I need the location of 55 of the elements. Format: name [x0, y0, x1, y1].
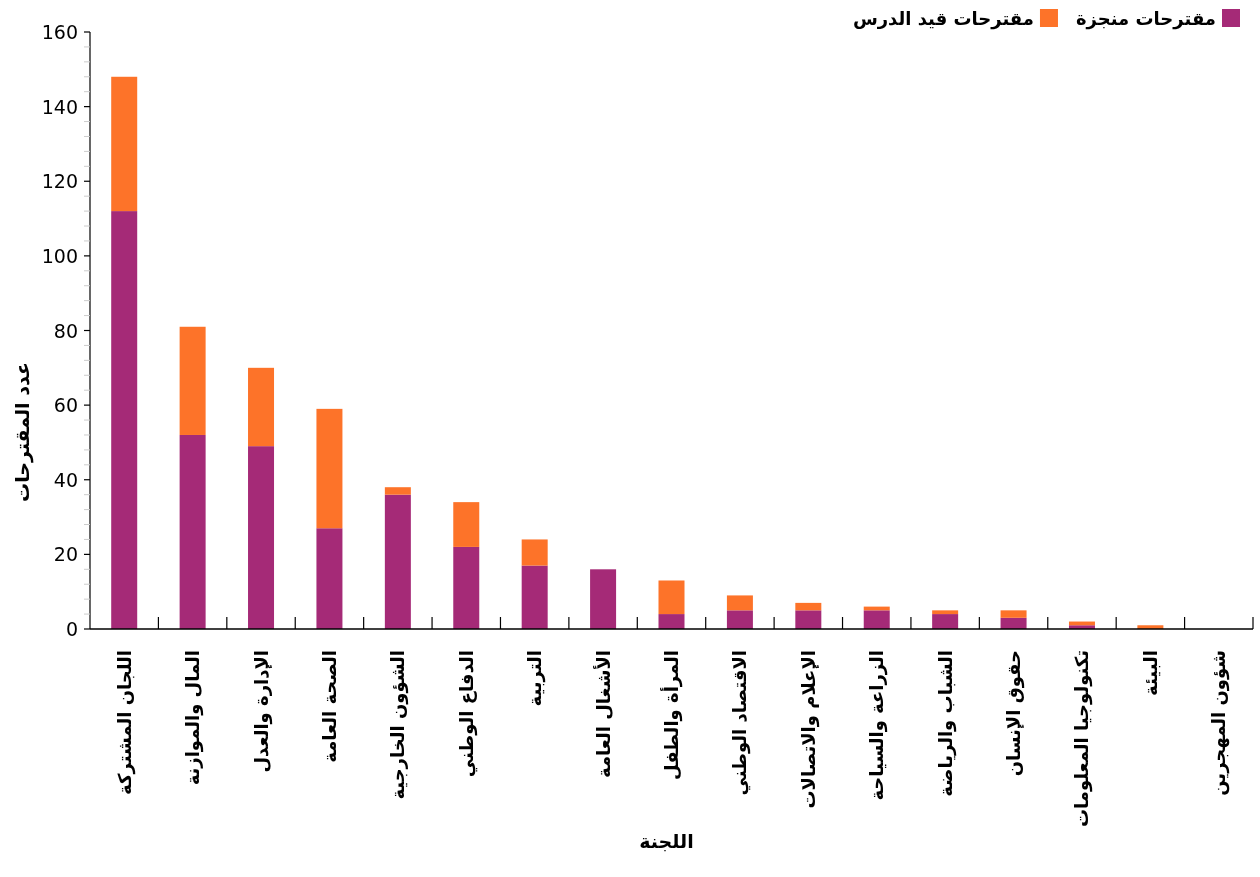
x-tick-label: الزراعة والسياحة [866, 650, 889, 801]
x-tick-label: الإدارة والعدل [250, 650, 273, 773]
y-tick-label: 40 [53, 468, 78, 491]
x-tick-label: تكنولوجيا المعلومات [1071, 650, 1094, 828]
x-tick-label: المرأة والطفل [660, 650, 683, 780]
x-tick-label: الشؤون الخارجية [387, 650, 410, 800]
legend-label: مقترحات منجزة [1075, 7, 1216, 30]
x-tick-label: الدفاع الوطني [455, 650, 478, 778]
x-tick-label: التربية [524, 650, 547, 707]
y-tick-label: 0 [65, 618, 78, 640]
bar [248, 367, 275, 447]
bar [316, 528, 343, 629]
x-tick-label: الإعلام والاتصالات [797, 650, 820, 809]
bar [453, 546, 480, 629]
bar [795, 602, 822, 611]
bar [179, 326, 206, 435]
x-tick-label: الشباب والرياضة [934, 650, 957, 797]
bar [384, 494, 411, 629]
bar [863, 610, 890, 629]
bar [111, 76, 138, 212]
bar [521, 565, 548, 629]
y-tick-label: 60 [53, 394, 78, 417]
x-tick-label: الأشغال العامة [592, 650, 614, 778]
bar [658, 580, 685, 615]
bar [316, 408, 343, 529]
y-tick-label: 80 [53, 319, 78, 342]
bar [590, 569, 617, 629]
bar [932, 610, 959, 615]
bar [384, 487, 411, 495]
y-tick-label: 20 [53, 543, 78, 566]
x-tick-label: اللجان المشتركة [113, 650, 136, 795]
x-tick-label: المال والموازنة [182, 650, 205, 786]
bar [1000, 610, 1027, 618]
bar [111, 211, 138, 629]
bar [248, 446, 275, 629]
y-axis-title: عدد المقترحات [11, 362, 34, 502]
bar [453, 502, 480, 547]
x-tick-label: حقوق الإنسان [1003, 650, 1026, 777]
legend-label: مقترحات قيد الدرس [852, 7, 1034, 30]
bar [521, 539, 548, 566]
y-tick-label: 120 [41, 170, 78, 193]
y-tick-label: 160 [41, 21, 78, 43]
y-tick-label: 140 [41, 95, 78, 118]
x-tick-label: البيئة [1139, 650, 1161, 696]
bar [726, 610, 753, 629]
x-tick-label: الاقتصاد الوطني [729, 650, 752, 796]
bar [932, 614, 959, 629]
y-tick-label: 100 [41, 244, 78, 267]
bar [179, 434, 206, 629]
bar [795, 610, 822, 629]
x-tick-label: شؤون المهجرين [1208, 650, 1231, 796]
bar [726, 595, 753, 611]
x-tick-label: الصحة العامة [318, 650, 340, 763]
bar [658, 614, 685, 629]
x-axis-title: اللجنة [639, 830, 694, 852]
